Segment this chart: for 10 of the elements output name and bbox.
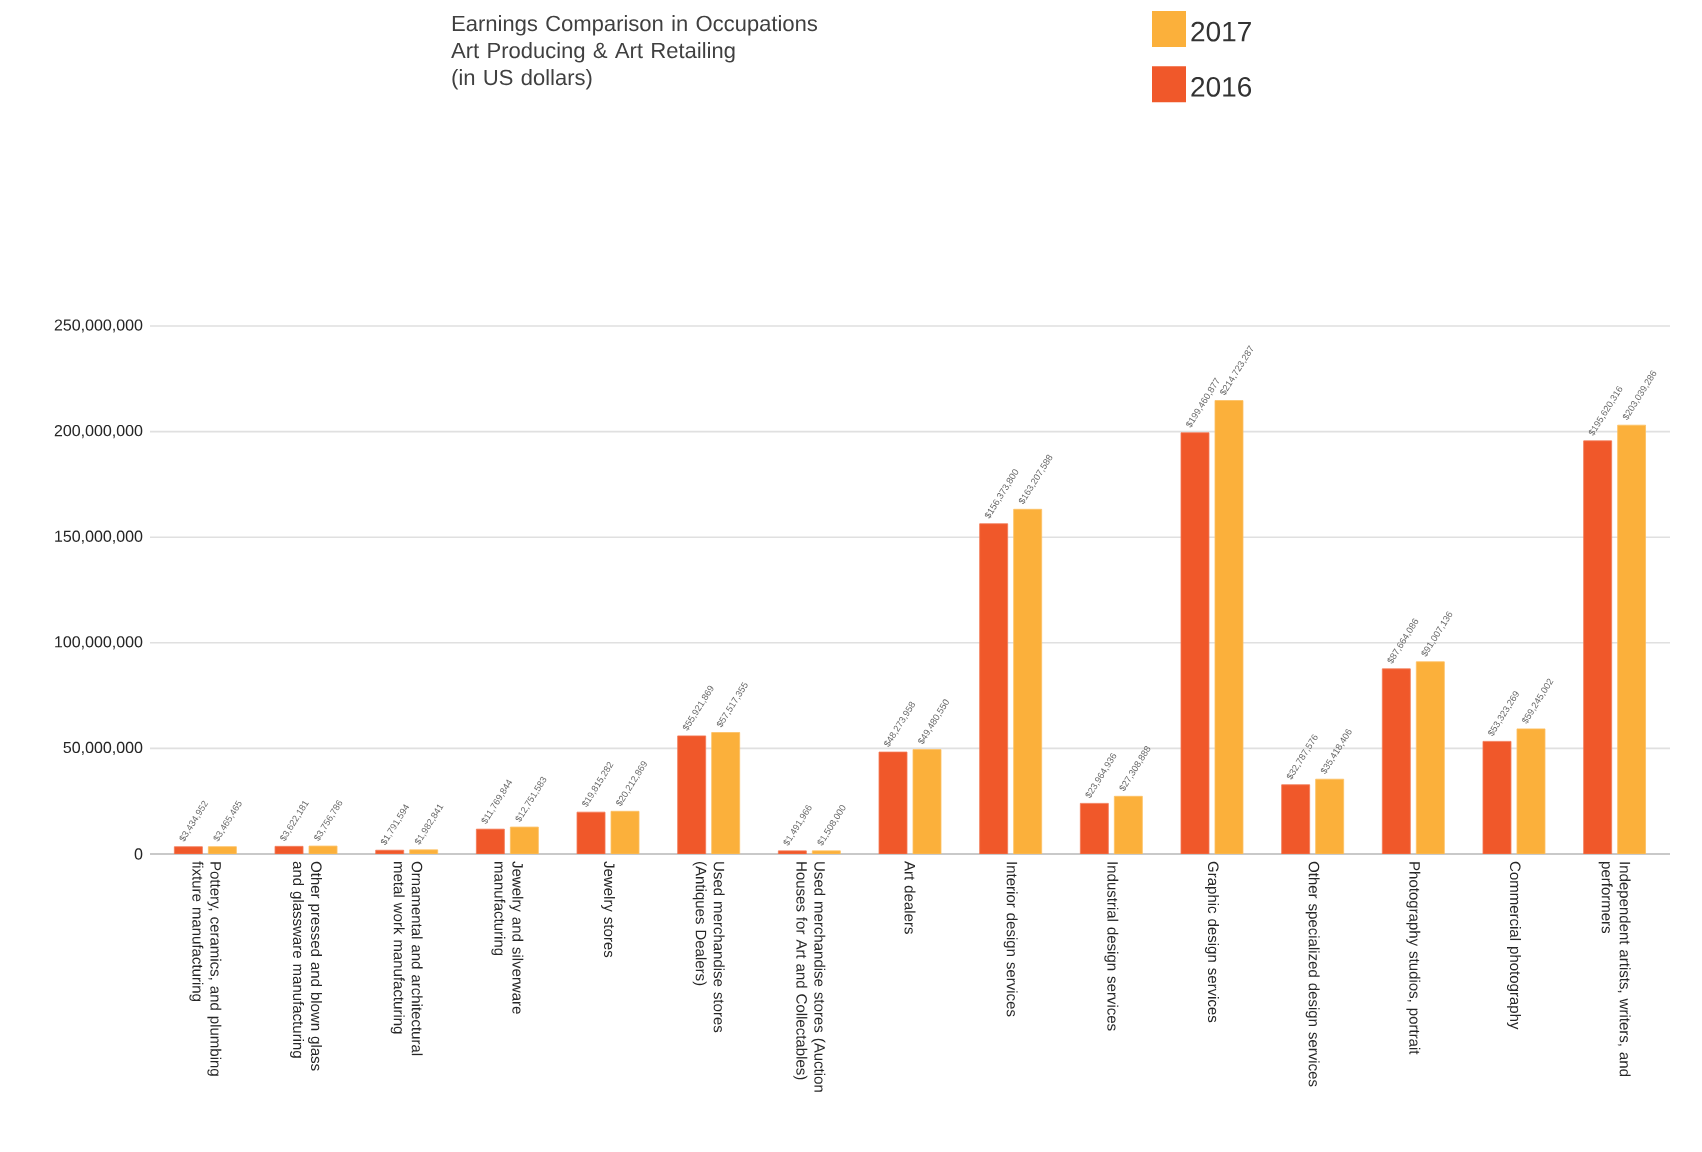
y-tick-label: 250,000,000 [54, 319, 143, 333]
y-tick-label: 200,000,000 [54, 424, 143, 439]
y-tick-label: 0 [134, 848, 143, 860]
chart-subtitle: (in US dollars) [452, 69, 592, 90]
legend-label: 2017 [1191, 21, 1251, 42]
y-tick-label: 50,000,000 [63, 741, 143, 755]
y-tick-label: 150,000,000 [55, 530, 143, 544]
legend-label: 2016 [1191, 76, 1252, 97]
chart-title: Earnings Comparison in Occupations Art Producing & Art Retailing [451, 15, 818, 63]
y-tick-label: 100,000,000 [55, 636, 143, 650]
